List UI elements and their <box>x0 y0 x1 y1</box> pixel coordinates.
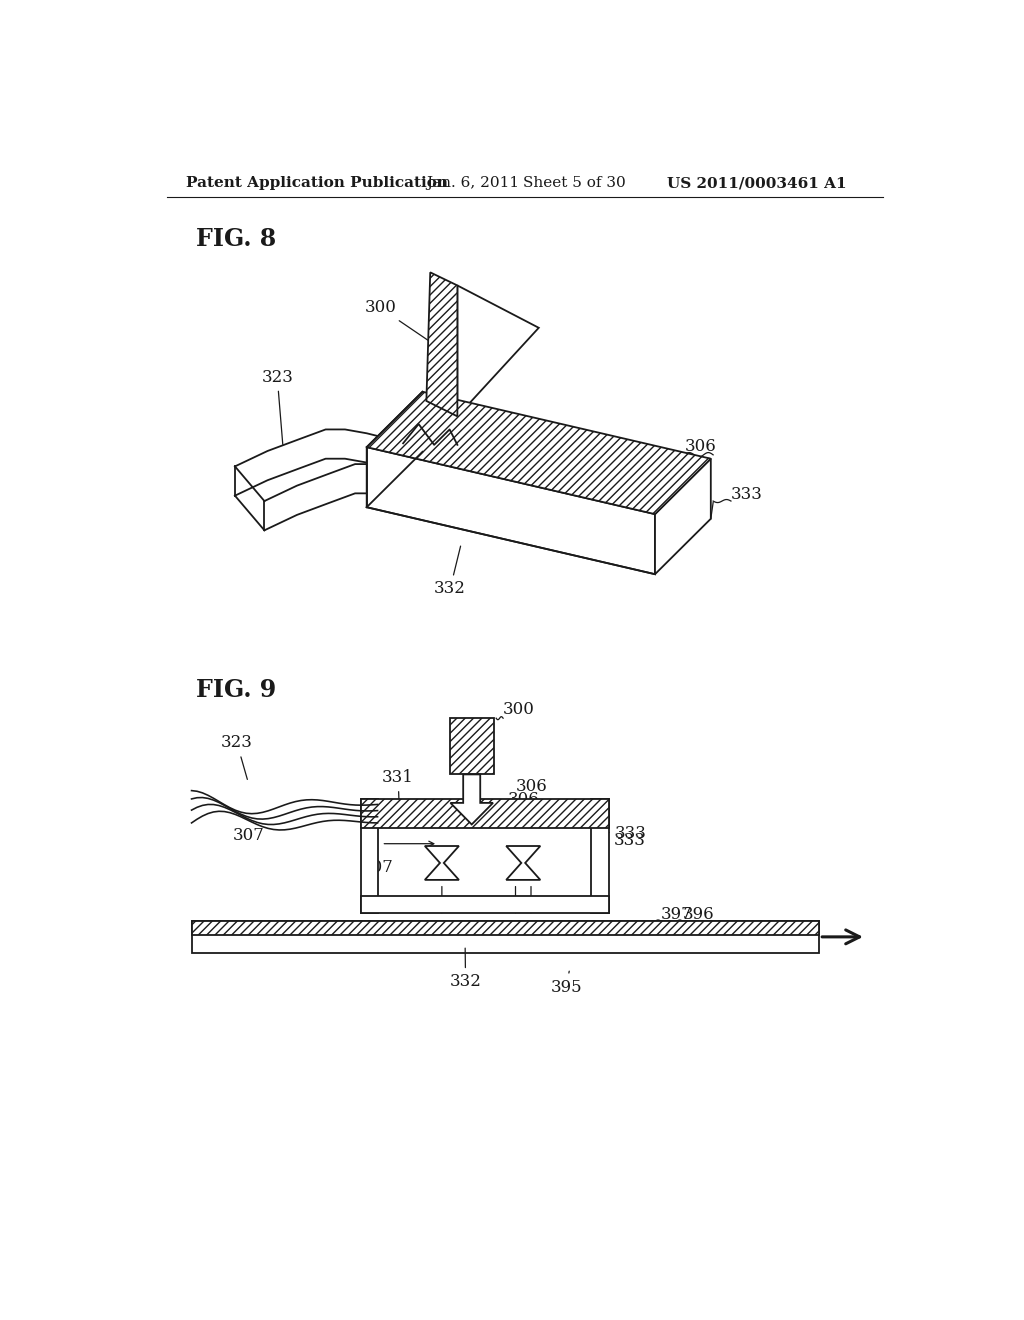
Text: 331: 331 <box>523 424 555 441</box>
Polygon shape <box>367 392 711 515</box>
Text: 306: 306 <box>684 438 716 455</box>
Polygon shape <box>506 846 541 880</box>
FancyArrow shape <box>451 775 493 825</box>
Text: 332: 332 <box>450 948 481 990</box>
Text: FIG. 8: FIG. 8 <box>197 227 276 251</box>
Polygon shape <box>191 921 819 953</box>
Polygon shape <box>360 799 378 913</box>
Text: 300: 300 <box>503 701 535 718</box>
Text: 306: 306 <box>515 779 547 803</box>
Text: Patent Application Publication: Patent Application Publication <box>186 176 449 190</box>
Polygon shape <box>367 447 655 574</box>
Text: 331: 331 <box>382 770 414 807</box>
Text: US 2011/0003461 A1: US 2011/0003461 A1 <box>667 176 846 190</box>
Text: 333: 333 <box>595 825 646 842</box>
Polygon shape <box>450 718 494 775</box>
Text: 323: 323 <box>221 734 253 779</box>
Text: 307: 307 <box>362 859 394 876</box>
Polygon shape <box>191 921 819 935</box>
Polygon shape <box>360 896 608 913</box>
Polygon shape <box>458 285 539 416</box>
Polygon shape <box>426 272 458 416</box>
Text: 307: 307 <box>232 826 264 843</box>
Text: 300: 300 <box>365 300 435 346</box>
Text: FIG. 9: FIG. 9 <box>197 677 276 702</box>
Text: 333: 333 <box>731 486 763 503</box>
Text: 306: 306 <box>508 791 540 808</box>
Polygon shape <box>425 846 459 880</box>
Polygon shape <box>360 799 608 829</box>
Polygon shape <box>403 401 458 444</box>
Text: 334: 334 <box>508 807 540 824</box>
Text: Jan. 6, 2011: Jan. 6, 2011 <box>426 176 519 190</box>
Text: 396: 396 <box>683 906 715 923</box>
Text: 397: 397 <box>662 906 693 923</box>
Text: 333: 333 <box>614 832 646 849</box>
Text: 332: 332 <box>434 546 466 598</box>
Text: Sheet 5 of 30: Sheet 5 of 30 <box>523 176 626 190</box>
Text: 395: 395 <box>550 972 582 995</box>
Text: 323: 323 <box>261 368 293 445</box>
Polygon shape <box>592 799 608 913</box>
Polygon shape <box>655 459 711 574</box>
